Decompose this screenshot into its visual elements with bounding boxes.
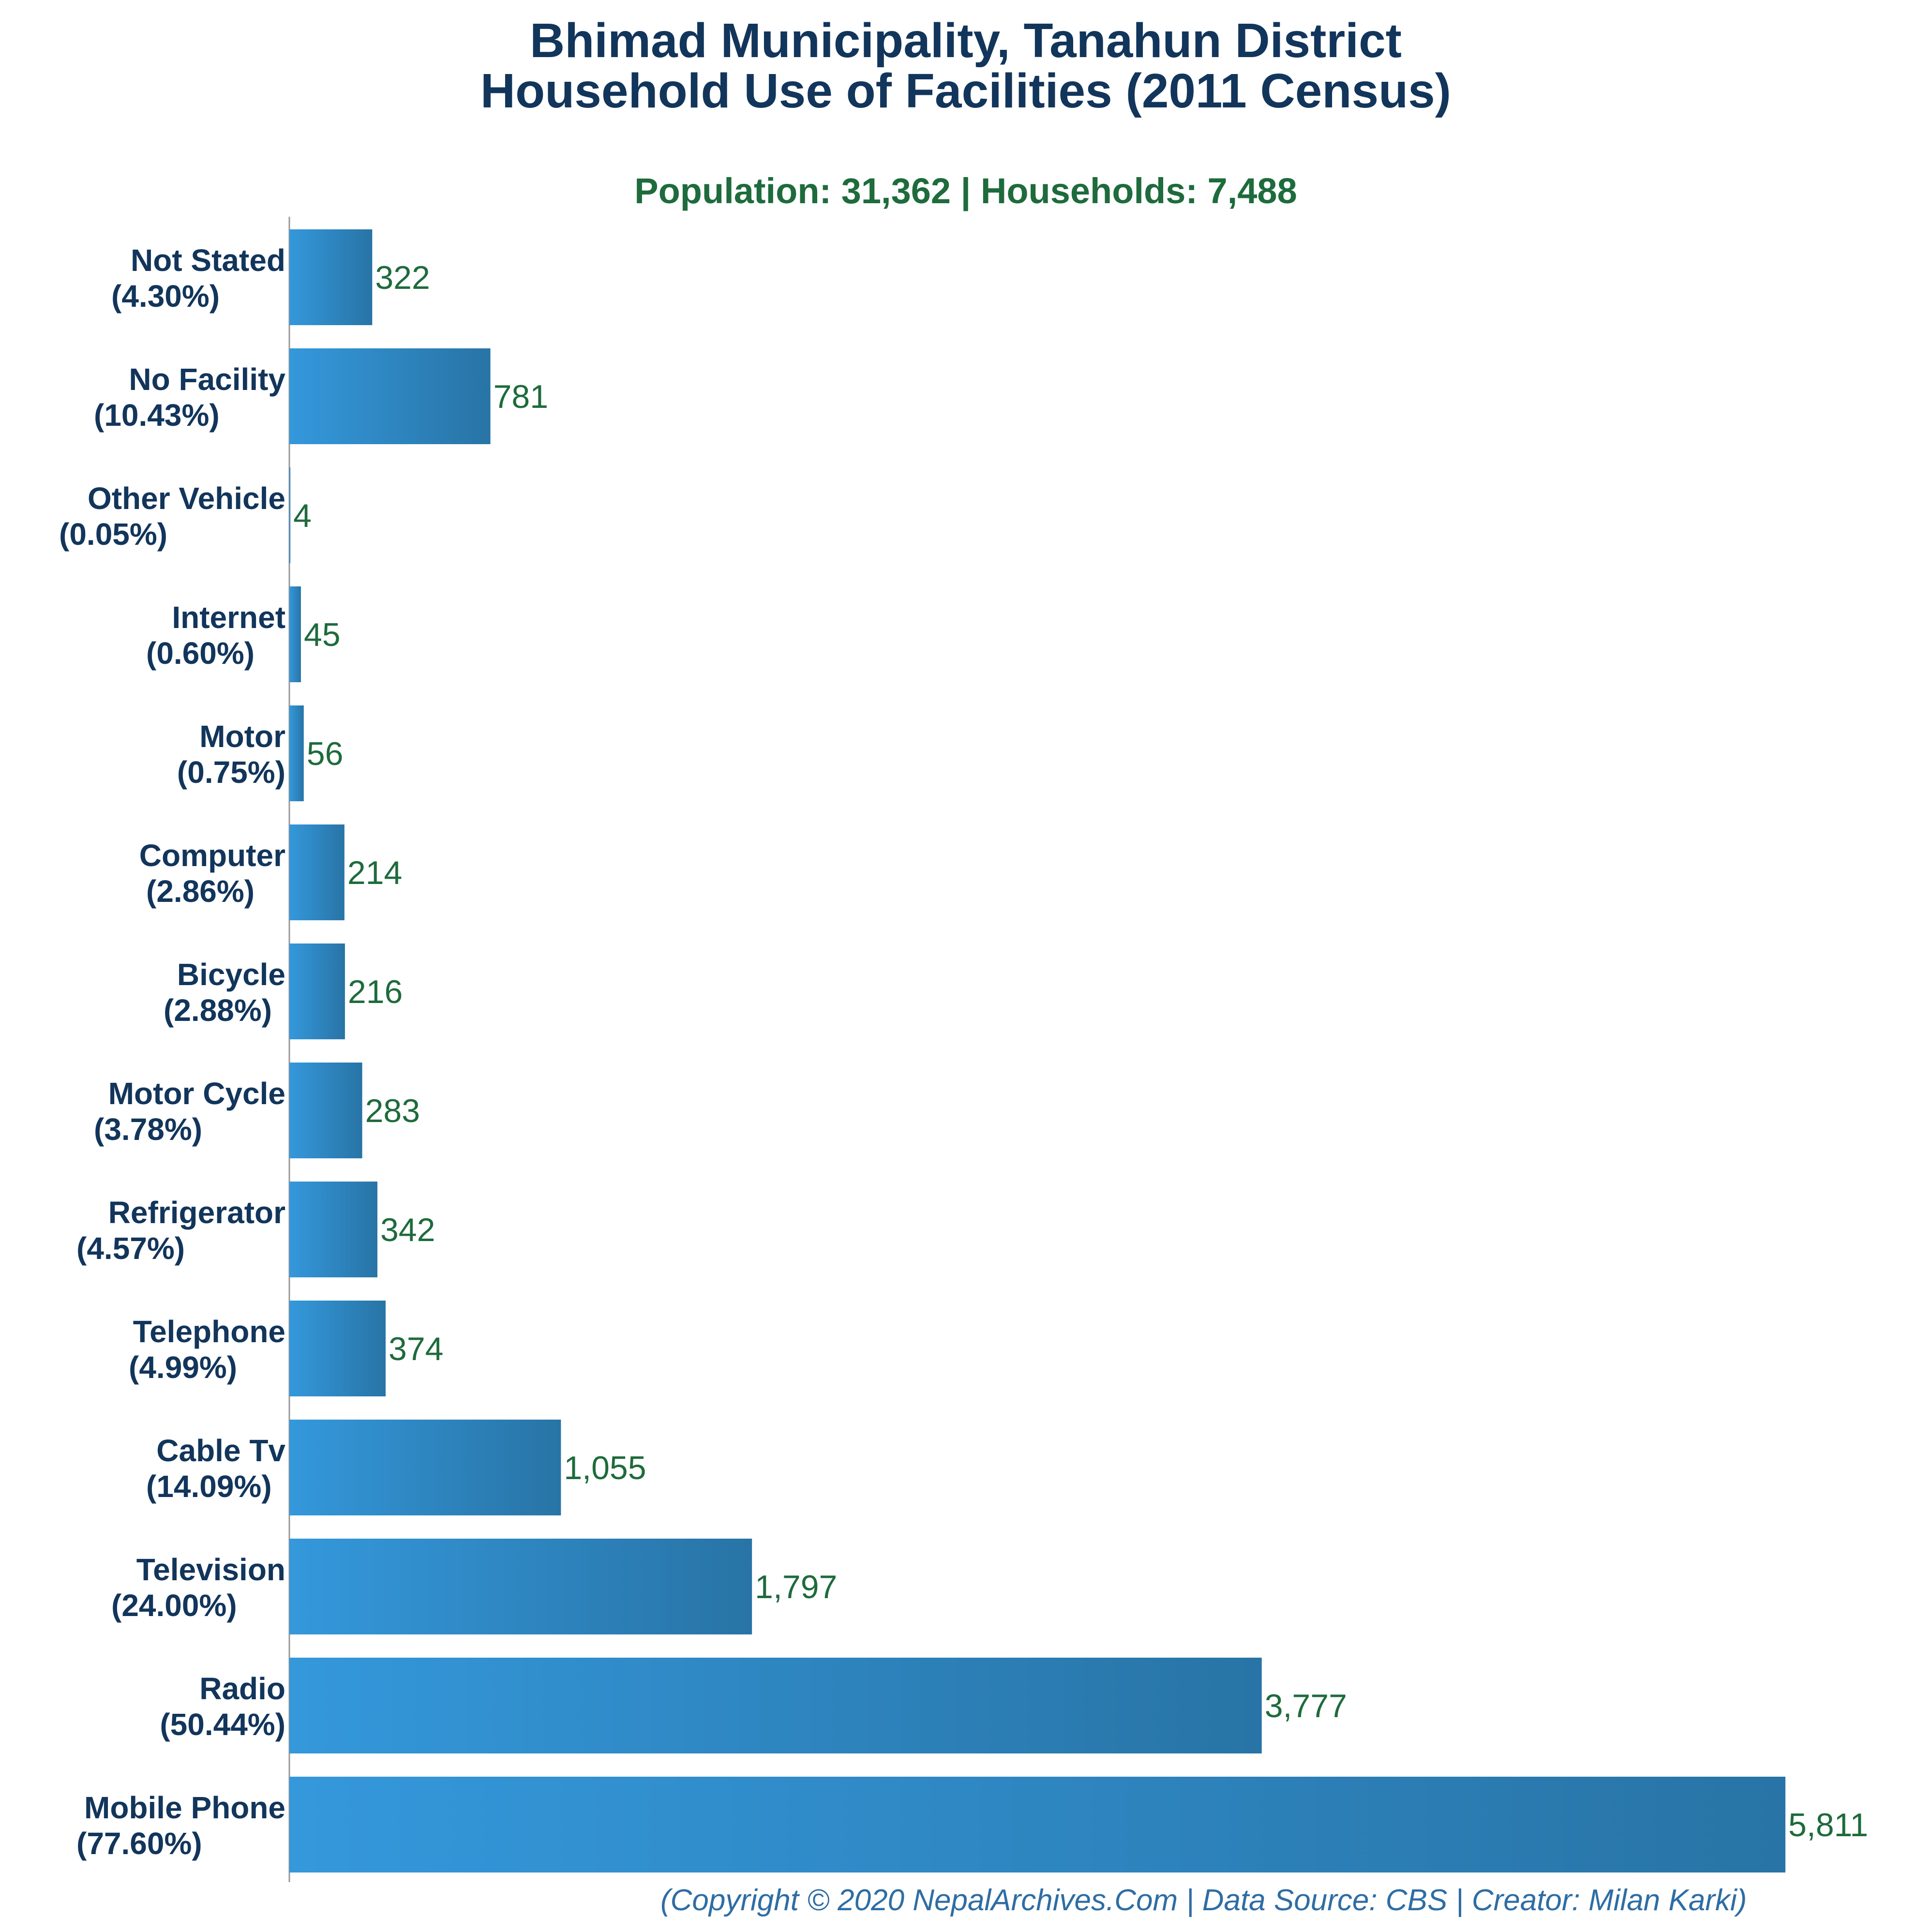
category-name: Computer <box>139 838 285 873</box>
bar-not-stated <box>289 229 373 325</box>
category-name: Bicycle <box>177 957 285 992</box>
bar-radio <box>289 1658 1262 1753</box>
value-label: 1,797 <box>755 1569 837 1605</box>
category-label: Refrigerator (4.57%) <box>76 1195 285 1266</box>
category-percent: (50.44%) <box>160 1707 285 1742</box>
category-percent: (3.78%) <box>94 1112 202 1147</box>
category-percent: (0.75%) <box>177 755 285 790</box>
category-label: Cable Tv (14.09%) <box>146 1433 285 1504</box>
bar-telephone <box>289 1301 386 1396</box>
category-name: Cable Tv <box>156 1433 285 1468</box>
category-name: Television <box>136 1552 285 1587</box>
category-label: Mobile Phone (77.60%) <box>76 1790 285 1861</box>
chart-subtitle: Population: 31,362 | Households: 7,488 <box>634 171 1297 211</box>
category-name: Refrigerator <box>108 1195 285 1230</box>
category-name: Mobile Phone <box>84 1790 285 1825</box>
value-label: 283 <box>365 1093 420 1129</box>
category-label: Motor (0.75%) <box>177 719 285 790</box>
category-percent: (0.60%) <box>146 636 255 671</box>
value-label: 781 <box>494 378 548 415</box>
category-percent: (4.57%) <box>76 1231 185 1266</box>
category-percent: (0.05%) <box>59 517 167 552</box>
value-label: 4 <box>293 497 312 534</box>
value-label: 374 <box>389 1331 443 1367</box>
category-label: Internet (0.60%) <box>146 600 285 671</box>
category-name: Internet <box>172 600 285 635</box>
value-label: 1,055 <box>564 1450 646 1486</box>
chart-title-line-2: Household Use of Facilities (2011 Census… <box>480 64 1451 118</box>
category-label: Television (24.00%) <box>111 1552 285 1623</box>
value-label: 45 <box>304 616 341 653</box>
value-label: 3,777 <box>1265 1688 1347 1724</box>
value-label: 56 <box>307 735 344 772</box>
chart-title-line-1: Bhimad Municipality, Tanahun District <box>530 14 1402 68</box>
category-label: Telephone (4.99%) <box>129 1314 285 1385</box>
bar-motor <box>289 705 304 801</box>
value-label: 5,811 <box>1788 1807 1868 1843</box>
category-label: Motor Cycle (3.78%) <box>94 1076 285 1147</box>
category-percent: (2.88%) <box>164 993 272 1028</box>
chart-title: Bhimad Municipality, Tanahun DistrictHou… <box>480 14 1451 118</box>
chart-footer: (Copyright © 2020 NepalArchives.Com | Da… <box>660 1884 1747 1917</box>
bar-motor-cycle <box>289 1063 362 1158</box>
category-label: Computer (2.86%) <box>139 838 285 909</box>
bar-refrigerator <box>289 1182 377 1277</box>
value-label: 322 <box>375 259 430 296</box>
category-label: Not Stated (4.30%) <box>111 243 285 314</box>
category-label: Radio (50.44%) <box>160 1671 285 1742</box>
bar-computer <box>289 824 344 920</box>
bar-internet <box>289 586 301 682</box>
bar-other-vehicle <box>289 467 291 563</box>
category-label: Other Vehicle (0.05%) <box>59 481 285 552</box>
category-name: Other Vehicle <box>88 481 285 516</box>
category-label: Bicycle (2.88%) <box>164 957 285 1028</box>
value-label: 216 <box>348 973 403 1010</box>
category-name: Motor <box>199 719 285 754</box>
bar-television <box>289 1539 752 1634</box>
bars: 322 Not Stated (4.30%) 781 No Facility (10.43… <box>59 229 1868 1872</box>
value-label: 342 <box>380 1212 435 1248</box>
category-percent: (24.00%) <box>111 1588 237 1623</box>
category-percent: (4.99%) <box>129 1350 237 1385</box>
category-name: Motor Cycle <box>108 1076 285 1111</box>
category-label: No Facility (10.43%) <box>94 362 285 433</box>
category-name: Radio <box>199 1671 285 1706</box>
category-percent: (10.43%) <box>94 398 220 433</box>
category-name: No Facility <box>129 362 285 397</box>
category-name: Not Stated <box>131 243 285 278</box>
category-percent: (2.86%) <box>146 874 255 909</box>
bar-bicycle <box>289 944 345 1039</box>
bar-mobile-phone <box>289 1777 1785 1872</box>
category-percent: (4.30%) <box>111 279 220 314</box>
bar-no-facility <box>289 348 491 444</box>
category-percent: (77.60%) <box>76 1826 202 1861</box>
bar-cable-tv <box>289 1420 561 1515</box>
category-name: Telephone <box>133 1314 285 1349</box>
value-label: 214 <box>347 854 402 891</box>
category-percent: (14.09%) <box>146 1469 272 1504</box>
